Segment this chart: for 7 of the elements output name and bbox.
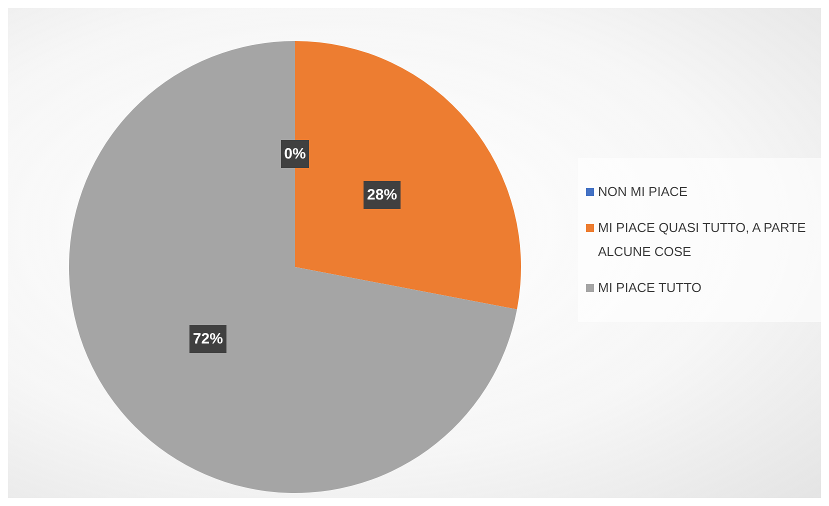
- text: 0%: [284, 146, 306, 162]
- data-label: 28%: [367, 186, 398, 204]
- legend-label: MI PIACE TUTTO: [598, 279, 702, 297]
- data-label: 72%: [192, 330, 223, 348]
- legend-label: NON MI PIACE: [598, 183, 688, 201]
- legend-label: MI PIACE QUASI TUTTO, A PARTE ALCUNE COSE: [598, 219, 807, 261]
- pie-slice: [69, 41, 517, 493]
